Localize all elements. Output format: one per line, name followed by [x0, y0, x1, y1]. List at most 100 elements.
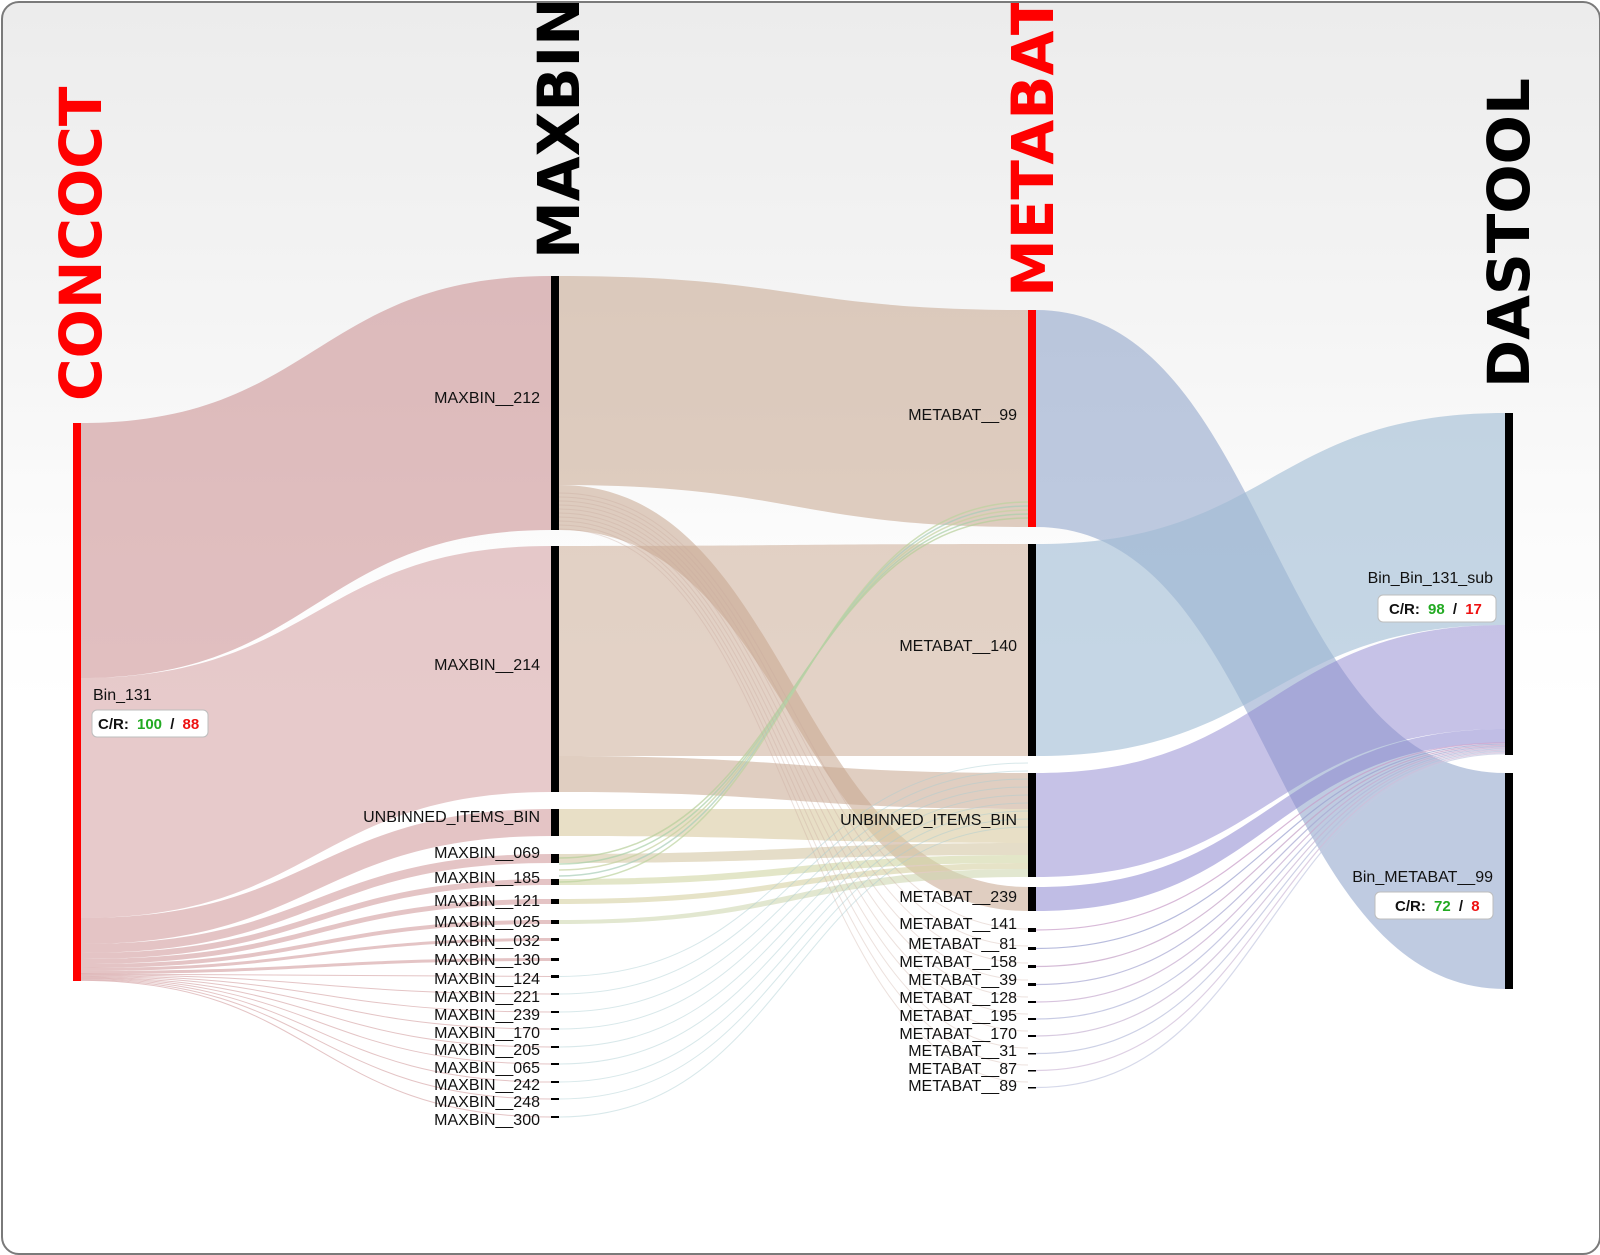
- node-bar-maxbin2-maxbin-069[interactable]: [551, 854, 559, 863]
- flow-maxbin-small-metabat-17: [558, 826, 1029, 1118]
- node-label-maxbin2-maxbin-205: MAXBIN__205: [434, 1042, 540, 1059]
- flow-bin131-maxbin212: [81, 276, 551, 678]
- node-label-maxbin2-maxbin-300: MAXBIN__300: [434, 1112, 540, 1129]
- svg-text:C/R: 72 / 8: C/R: 72 / 8: [1395, 898, 1480, 915]
- node-bar-metabat2-metabat-195[interactable]: [1028, 1018, 1036, 1020]
- node-bar-concoct-bin-131[interactable]: [73, 423, 81, 981]
- node-bar-maxbin2-maxbin-170[interactable]: [551, 1028, 559, 1030]
- node-label-metabat2-metabat-158: METABAT__158: [899, 954, 1017, 971]
- svg-text:C/R: 98 / 17: C/R: 98 / 17: [1389, 601, 1482, 618]
- node-bar-metabat2-metabat-31[interactable]: [1028, 1053, 1036, 1055]
- node-labels: Bin_131 MAXBIN__212 MAXBIN__214 UNBINNED_IT…: [93, 390, 1493, 1129]
- flow-metabat-small-13: [1035, 753, 1506, 1089]
- node-bars: [73, 276, 1513, 1118]
- node-bar-metabat2-metabat-39[interactable]: [1028, 983, 1036, 986]
- node-bar-maxbin2-maxbin-214[interactable]: [551, 546, 559, 792]
- node-bar-maxbin2-maxbin-121[interactable]: [551, 899, 559, 904]
- node-bar-maxbin2-maxbin-212[interactable]: [551, 276, 559, 530]
- flow-maxbin121-unbinned: [559, 863, 1028, 904]
- flow-maxbin-metabat99-thin-4: [558, 501, 1029, 883]
- flow-metabat239-binbin131sub: [1036, 729, 1505, 911]
- flow-bin131-maxbin121: [81, 899, 551, 964]
- node-label-maxbin2-maxbin-242: MAXBIN__242: [434, 1077, 540, 1094]
- flow-metabat-small-10: [1035, 749, 1506, 1037]
- node-bar-metabat2-metabat-81[interactable]: [1028, 947, 1036, 950]
- node-bar-maxbin2-maxbin-065[interactable]: [551, 1063, 559, 1065]
- node-label-maxbin2-maxbin-124: MAXBIN__124: [434, 971, 540, 988]
- node-label-maxbin2-maxbin-032: MAXBIN__032: [434, 933, 540, 950]
- node-label-metabat2-metabat-87: METABAT__87: [908, 1061, 1017, 1078]
- node-bar-metabat2-metabat-99[interactable]: [1028, 310, 1036, 527]
- node-label-metabat2-metabat-239: METABAT__239: [899, 889, 1017, 906]
- node-bar-maxbin2-maxbin-032[interactable]: [551, 938, 559, 941]
- flow-maxbin212-small-2: [558, 500, 1029, 964]
- node-bar-maxbin2-unbinned-items-bin[interactable]: [551, 809, 559, 836]
- flow-maxbin212-metabat99: [559, 276, 1028, 527]
- node-bar-maxbin2-maxbin-221[interactable]: [551, 993, 559, 995]
- flow-maxbin212-small-6: [558, 516, 1029, 1032]
- flow-maxbin-small-metabat-16: [558, 818, 1029, 1100]
- node-bar-metabat2-metabat-141[interactable]: [1028, 928, 1036, 932]
- node-bar-metabat2-metabat-128[interactable]: [1028, 1001, 1036, 1003]
- node-bar-maxbin2-maxbin-185[interactable]: [551, 879, 559, 885]
- node-label-metabat2-metabat-140: METABAT__140: [899, 638, 1017, 655]
- node-bar-metabat2-metabat-239[interactable]: [1028, 887, 1036, 911]
- node-bar-metabat2-metabat-87[interactable]: [1028, 1070, 1036, 1072]
- node-bar-dastool-bin-bin-131-sub[interactable]: [1505, 413, 1513, 755]
- column-title-maxbin2: MAXBIN2: [525, 3, 593, 259]
- node-bar-maxbin2-maxbin-239[interactable]: [551, 1011, 559, 1013]
- node-label-maxbin2-maxbin-212: MAXBIN__212: [434, 390, 540, 407]
- node-label-maxbin2-maxbin-214: MAXBIN__214: [434, 657, 540, 674]
- flow-unbinned-binbin131sub: [1036, 625, 1505, 877]
- node-label-metabat2-metabat-170: METABAT__170: [899, 1026, 1017, 1043]
- column-title-concoct: CONCOCT: [47, 86, 115, 401]
- flow-bin131-maxbin-small-14: [80, 977, 552, 1065]
- svg-text:C/R: 100 / 8: C/R: 100 / 88: [98, 716, 199, 733]
- flow-bin131-maxbin214: [81, 546, 551, 918]
- node-label-maxbin2-unbinned-items-bin: UNBINNED_ITEMS_BIN: [363, 809, 540, 826]
- node-bar-metabat2-unbinned-items-bin[interactable]: [1028, 773, 1036, 877]
- column-title-metabat2: METABAT2: [999, 3, 1067, 297]
- cr-badge-bin-131: C/R: 100 / 88: [91, 709, 209, 738]
- node-label-metabat2-metabat-99: METABAT__99: [908, 407, 1017, 424]
- node-bar-maxbin2-maxbin-300[interactable]: [551, 1116, 559, 1118]
- node-bar-maxbin2-maxbin-124[interactable]: [551, 975, 559, 978]
- node-bar-maxbin2-maxbin-130[interactable]: [551, 958, 559, 961]
- node-label-maxbin2-maxbin-221: MAXBIN__221: [434, 989, 540, 1006]
- node-bar-metabat2-metabat-89[interactable]: [1028, 1087, 1036, 1089]
- node-bar-maxbin2-maxbin-248[interactable]: [551, 1098, 559, 1100]
- flow-metabat-small-9: [1035, 748, 1506, 1020]
- flow-maxbin-small-metabat-14: [558, 802, 1029, 1065]
- node-label-maxbin2-maxbin-239: MAXBIN__239: [434, 1007, 540, 1024]
- node-label-maxbin2-maxbin-170: MAXBIN__170: [434, 1025, 540, 1042]
- node-label-metabat2-metabat-39: METABAT__39: [908, 972, 1017, 989]
- flow-maxbin069-unbinned: [559, 843, 1028, 863]
- flow-maxbin-small-metabat-13: [558, 794, 1029, 1048]
- node-label-maxbin2-maxbin-248: MAXBIN__248: [434, 1094, 540, 1111]
- node-bar-metabat2-metabat-140[interactable]: [1028, 544, 1036, 756]
- node-label-metabat2-metabat-81: METABAT__81: [908, 936, 1017, 953]
- node-bar-maxbin2-maxbin-205[interactable]: [551, 1046, 559, 1048]
- flow-metabat-small-6: [1035, 744, 1506, 968]
- flow-maxbin212-small-7: [558, 520, 1029, 1049]
- flow-bin131-maxbin-small-11: [80, 975, 552, 1013]
- node-bar-maxbin2-maxbin-025[interactable]: [551, 920, 559, 924]
- cr-badge-bin-bin-131-sub: C/R: 98 / 17: [1377, 594, 1497, 623]
- node-bar-dastool-bin-metabat-99[interactable]: [1505, 773, 1513, 989]
- flow-metabat-small-8: [1035, 747, 1506, 1003]
- node-bar-metabat2-metabat-170[interactable]: [1028, 1035, 1036, 1037]
- node-label-metabat2-metabat-89: METABAT__89: [908, 1078, 1017, 1095]
- flow-maxbin212-small-8: [558, 524, 1029, 1066]
- flow-maxbin212-small-9: [558, 528, 1029, 1083]
- flow-maxbin-small-metabat-10: [558, 770, 1029, 995]
- node-label-metabat2-unbinned-items-bin: UNBINNED_ITEMS_BIN: [840, 812, 1017, 829]
- flow-bin131-maxbin-small-16: [80, 979, 552, 1100]
- sankey-diagram: Bin_131 MAXBIN__212 MAXBIN__214 UNBINNED_IT…: [47, 3, 1543, 1129]
- node-label-maxbin2-maxbin-065: MAXBIN__065: [434, 1060, 540, 1077]
- node-bar-maxbin2-maxbin-242[interactable]: [551, 1081, 559, 1083]
- node-bar-metabat2-metabat-158[interactable]: [1028, 965, 1036, 968]
- flow-maxbin025-unbinned: [559, 869, 1028, 924]
- flow-maxbin-small-metabat-9: [558, 762, 1029, 977]
- flow-bin131-maxbin130: [81, 958, 551, 974]
